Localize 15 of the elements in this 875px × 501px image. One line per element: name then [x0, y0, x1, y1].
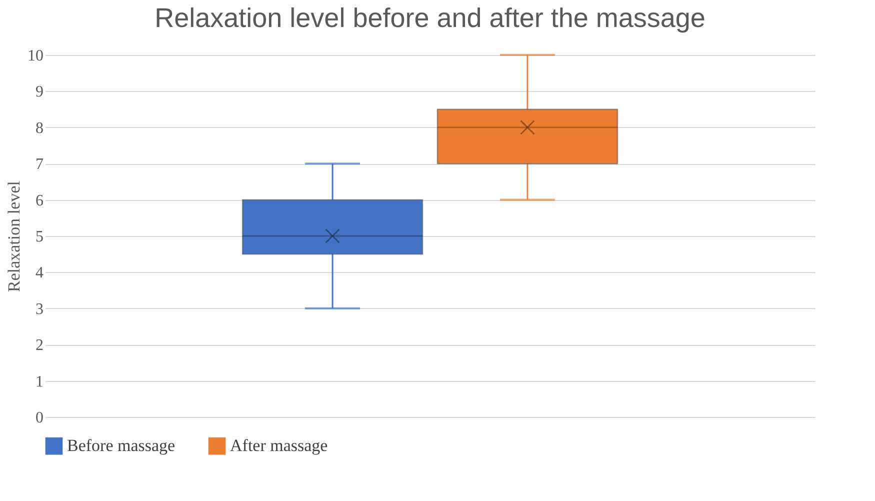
- y-tick-label: 1: [36, 373, 44, 390]
- y-tick-label: 9: [36, 84, 44, 101]
- legend-label: Before massage: [67, 436, 176, 456]
- y-tick-label: 5: [36, 228, 44, 246]
- y-tick-label: 2: [36, 337, 44, 354]
- legend-label: After massage: [230, 436, 328, 456]
- chart-title: Relaxation level before and after the massage: [154, 3, 706, 33]
- y-tick-label: 4: [36, 264, 44, 282]
- y-tick-label: 8: [36, 120, 44, 137]
- y-tick-label: 3: [36, 300, 44, 318]
- y-tick-label: 6: [36, 192, 44, 210]
- y-tick-label: 10: [28, 48, 44, 64]
- y-tick-label: 7: [36, 156, 44, 174]
- y-axis-title: Relaxation level: [4, 180, 24, 292]
- y-tick-label: 0: [36, 410, 44, 426]
